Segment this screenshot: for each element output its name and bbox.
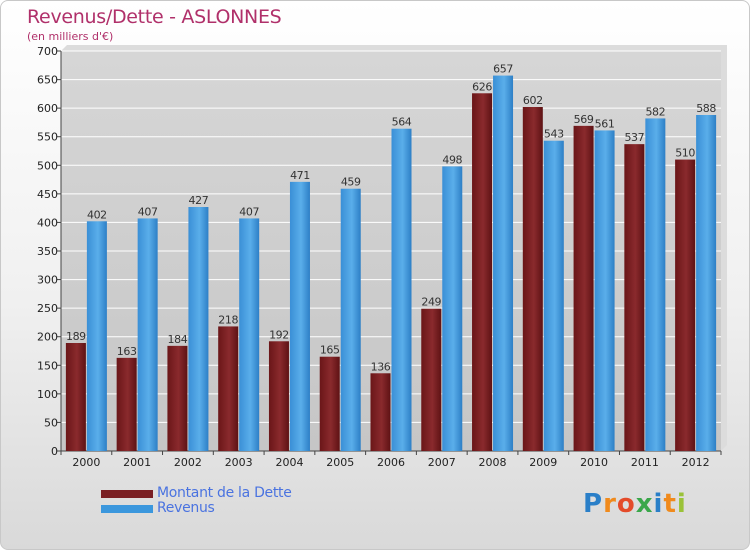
bar-debt [573,125,594,451]
y-tick-label: 600 [37,102,58,115]
y-tick-label: 50 [44,416,58,429]
data-label-revenue: 564 [392,116,412,129]
bar-debt [116,357,137,451]
y-tick-label: 250 [37,302,58,315]
bar-revenue [137,218,158,451]
data-label-debt: 218 [218,313,238,326]
data-label-debt: 189 [66,330,86,343]
bar-debt [268,341,289,451]
data-label-debt: 626 [472,80,492,93]
bar-debt [218,326,239,451]
y-tick-label: 200 [37,331,58,344]
y-tick-label: 400 [37,216,58,229]
bar-debt [167,345,188,451]
bar-debt [522,107,543,451]
x-tick-label: 2008 [479,456,507,469]
x-tick-label: 2000 [72,456,100,469]
bar-debt [319,356,340,451]
bar-revenue [86,221,107,451]
bar-revenue [391,128,412,451]
bar-debt [624,144,645,451]
bar-revenue [188,207,209,451]
proxiti-logo: Proxiti [583,489,687,519]
y-tick-label: 100 [37,388,58,401]
bar-revenue [594,130,615,451]
bar-revenue [340,188,361,451]
y-tick-label: 450 [37,188,58,201]
data-label-debt: 537 [624,131,644,144]
chart-subtitle: (en milliers d'€) [27,30,114,43]
bar-revenue [239,218,260,451]
data-label-revenue: 427 [189,194,209,207]
legend-label-revenue: Revenus [157,500,215,516]
data-label-revenue: 657 [493,63,513,76]
bar-revenue [493,75,514,452]
legend-swatch-revenue [101,505,153,513]
y-tick-label: 0 [51,445,58,458]
y-tick-label: 150 [37,359,58,372]
legend-swatch-debt [101,490,153,498]
bar-debt [65,343,86,451]
logo-letter: i [676,489,687,519]
logo-letter: o [616,489,636,519]
data-label-debt: 249 [421,296,441,309]
data-label-revenue: 498 [442,153,462,166]
x-tick-label: 2010 [580,456,608,469]
data-label-revenue: 582 [645,105,665,118]
bar-revenue [645,118,666,451]
chart-title: Revenus/Dette - ASLONNES [27,6,282,28]
data-label-revenue: 459 [341,176,361,189]
logo-letter: P [583,489,604,519]
data-label-revenue: 402 [87,208,107,221]
x-tick-label: 2002 [174,456,202,469]
bar-revenue [289,181,310,451]
data-label-debt: 165 [320,344,340,357]
data-label-debt: 184 [168,333,188,346]
data-label-revenue: 407 [138,205,158,218]
bar-debt [370,373,391,451]
legend-label-debt: Montant de la Dette [157,485,292,501]
y-tick-label: 300 [37,274,58,287]
x-tick-label: 2001 [123,456,151,469]
data-label-revenue: 588 [696,102,716,115]
bar-debt [675,159,696,452]
y-tick-label: 700 [37,45,58,58]
x-tick-label: 2009 [529,456,557,469]
x-tick-label: 2003 [225,456,253,469]
data-label-debt: 192 [269,328,289,341]
x-tick-label: 2007 [428,456,456,469]
bar-revenue [543,140,564,451]
bar-debt [421,308,442,451]
y-tick-label: 550 [37,131,58,144]
logo-letter: r [603,489,617,519]
data-label-revenue: 471 [290,169,310,182]
data-label-debt: 510 [675,147,695,160]
data-label-debt: 163 [117,345,137,358]
x-tick-label: 2004 [275,456,303,469]
y-tick-label: 650 [37,74,58,87]
y-tick-label: 350 [37,245,58,258]
data-label-debt: 569 [574,113,594,126]
x-tick-label: 2011 [631,456,659,469]
plot-area: 0 50 100 150 200 250 300 350 400 450 500 550 600 650 7… [37,45,727,469]
data-label-revenue: 561 [595,117,615,130]
data-label-revenue: 543 [544,128,564,141]
logo-letter: t [663,489,677,519]
x-tick-label: 2006 [377,456,405,469]
x-tick-label: 2012 [682,456,710,469]
logo-letter: x [635,489,654,519]
y-tick-label: 500 [37,159,58,172]
x-tick-label: 2005 [326,456,354,469]
logo-letter: i [653,489,664,519]
bar-revenue [442,166,463,451]
data-label-debt: 602 [523,94,543,107]
bar-revenue [696,115,717,451]
data-label-debt: 136 [371,360,391,373]
bar-debt [472,93,493,452]
data-label-revenue: 407 [239,205,259,218]
